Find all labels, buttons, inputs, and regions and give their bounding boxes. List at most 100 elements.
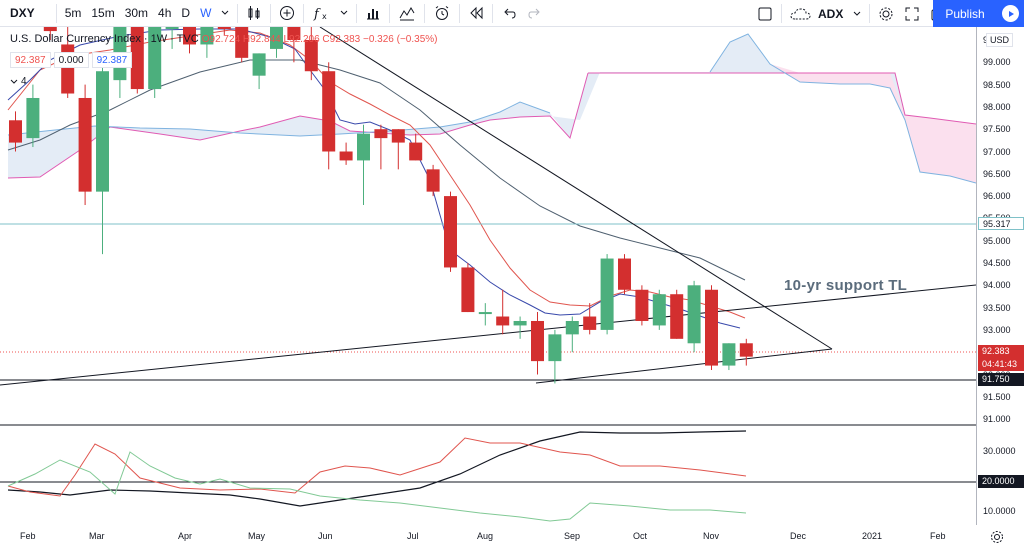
- minus-di-line: [7, 451, 747, 522]
- financials-icon[interactable]: [360, 0, 386, 27]
- interval-w[interactable]: W: [200, 6, 212, 20]
- publish-button[interactable]: Publish: [933, 0, 997, 27]
- price-tick: 91.000: [983, 414, 1011, 425]
- add-compare-icon[interactable]: [274, 0, 300, 27]
- candle-body: [722, 343, 736, 366]
- candle-body: [565, 320, 579, 335]
- price-tick: 94.500: [983, 258, 1011, 268]
- interval-d[interactable]: D: [181, 6, 191, 20]
- candle-body: [687, 285, 701, 344]
- candle-body: [78, 97, 92, 192]
- support-trendline: [0, 284, 976, 386]
- hline-upper-tag: 95.317: [978, 217, 1024, 230]
- price-axis[interactable]: 99.50099.00098.50098.00097.50097.00096.5…: [976, 27, 1024, 525]
- candle-body: [618, 258, 631, 290]
- candle-body: [374, 129, 388, 139]
- adx-tick-10: 10.0000: [983, 506, 1016, 516]
- candle-body: [9, 120, 22, 143]
- candle-body: [600, 258, 614, 330]
- legend-title: U.S. Dollar Currency Index · 1W · TVC: [10, 33, 199, 45]
- divider: [424, 3, 426, 23]
- divider: [781, 4, 782, 23]
- price-tick: 99.000: [983, 57, 1011, 68]
- cloud-icon[interactable]: [785, 0, 817, 27]
- chevron-down-icon[interactable]: [848, 0, 866, 27]
- candle-body: [739, 343, 753, 357]
- time-tick: May: [248, 531, 266, 541]
- chevron-down-icon[interactable]: [335, 0, 353, 27]
- replay-icon[interactable]: [463, 0, 489, 27]
- candle-body: [635, 289, 649, 321]
- interval-5m[interactable]: 5m: [64, 6, 82, 20]
- svg-text:x: x: [322, 12, 327, 21]
- chevron-down-icon[interactable]: [216, 0, 234, 27]
- play-icon[interactable]: [997, 0, 1024, 27]
- candles-icon[interactable]: [241, 0, 267, 27]
- time-tick: Feb: [930, 531, 946, 541]
- candle-body: [391, 129, 405, 143]
- alert-icon[interactable]: [428, 0, 456, 27]
- candle-body: [148, 27, 162, 90]
- candle-body: [130, 27, 144, 90]
- candle-body: [287, 27, 301, 40]
- candle-body: [165, 27, 179, 29]
- indicators-collapse[interactable]: 4: [10, 76, 27, 87]
- interval-15m[interactable]: 15m: [91, 6, 115, 20]
- price-tick: 98.000: [983, 101, 1011, 112]
- candle-body: [252, 53, 266, 76]
- price-tick: 97.000: [983, 146, 1011, 157]
- interval-30m[interactable]: 30m: [124, 6, 149, 20]
- svg-text:f: f: [313, 7, 321, 21]
- symbol-search[interactable]: DXY: [10, 6, 35, 20]
- divider: [237, 3, 239, 23]
- adx-level-tag: 20.0000: [978, 475, 1024, 488]
- time-tick: Apr: [178, 531, 193, 541]
- candle-body: [96, 71, 109, 192]
- price-tick: 93.000: [983, 324, 1011, 335]
- candle-body: [235, 27, 249, 58]
- compare-symbol[interactable]: ADX: [818, 6, 844, 21]
- undo-icon[interactable]: [496, 0, 522, 27]
- price-tick: 94.000: [983, 280, 1011, 291]
- time-tick: Jun: [318, 531, 333, 541]
- senkou-span-a-left: [7, 72, 589, 179]
- value-box-blue: 92.387: [91, 52, 133, 68]
- candle-body: [409, 142, 423, 161]
- divider: [303, 3, 305, 23]
- ma-slate: [7, 59, 746, 281]
- settings-icon[interactable]: [990, 530, 1004, 548]
- candle-body: [670, 294, 684, 339]
- time-tick: Aug: [477, 531, 494, 541]
- price-tick: 96.500: [983, 168, 1011, 179]
- candle-body: [200, 27, 214, 45]
- layout-icon[interactable]: [752, 0, 778, 27]
- price-chart[interactable]: [0, 27, 976, 548]
- divider: [356, 3, 358, 23]
- collapse-count: 4: [21, 76, 27, 87]
- settings-icon[interactable]: [873, 0, 899, 27]
- chart-legend[interactable]: U.S. Dollar Currency Index · 1W · TVC O9…: [10, 33, 438, 45]
- candle-body: [705, 289, 718, 366]
- price-tick: 97.500: [983, 124, 1011, 135]
- support-annotation[interactable]: 10-yr support TL: [784, 277, 908, 294]
- candle-body: [357, 133, 370, 161]
- interval-4h[interactable]: 4h: [158, 6, 172, 20]
- currency-button[interactable]: USD: [986, 33, 1014, 47]
- price-tick: 93.500: [983, 302, 1011, 313]
- price-tick: 91.500: [983, 391, 1011, 402]
- candle-body: [583, 316, 597, 330]
- value-box-red: 92.387: [10, 52, 51, 68]
- fullscreen-icon[interactable]: [899, 0, 925, 27]
- candle-body: [339, 151, 353, 161]
- candle-body: [461, 267, 475, 313]
- templates-icon[interactable]: [393, 0, 421, 27]
- redo-icon[interactable]: [522, 0, 548, 27]
- candle-body: [496, 316, 510, 326]
- plus-di-line: [7, 437, 747, 497]
- indicator-value-boxes: 92.387 0.000 92.387: [10, 52, 133, 68]
- candle-body: [217, 27, 231, 29]
- trendline-lower: [535, 348, 833, 384]
- time-tick: Oct: [633, 531, 648, 541]
